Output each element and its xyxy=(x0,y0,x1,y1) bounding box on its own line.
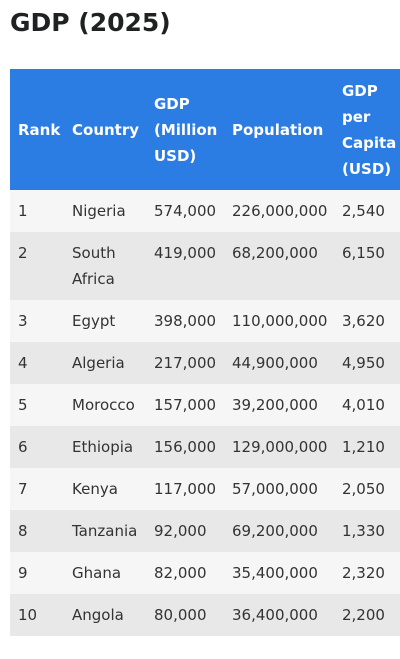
header-row: Rank Country GDP (Million USD) Population GD… xyxy=(10,69,400,190)
table-cell: 157,000 xyxy=(154,396,217,414)
table-row: 1 Nigeria 574,000 226,000,000 2,540 xyxy=(10,190,400,232)
table-cell: 35,400,000 xyxy=(232,564,318,582)
table-cell: 1,330 xyxy=(342,522,385,540)
table-row: 4 Algeria 217,000 44,900,000 4,950 xyxy=(10,342,400,384)
table-cell: 217,000 xyxy=(154,354,217,372)
table-cell: 69,200,000 xyxy=(232,522,318,540)
column-header: Country xyxy=(64,69,146,190)
table-cell: Ghana xyxy=(72,564,122,582)
table-cell: 1 xyxy=(18,202,28,220)
table-cell: 3,620 xyxy=(342,312,385,330)
table-row: 10 Angola 80,000 36,400,000 2,200 xyxy=(10,594,400,636)
table-cell: 2,200 xyxy=(342,606,385,624)
table-cell: 82,000 xyxy=(154,564,207,582)
table-cell: 129,000,000 xyxy=(232,438,328,456)
table-cell: 398,000 xyxy=(154,312,217,330)
table-cell: 6 xyxy=(18,438,28,456)
table-row: 6 Ethiopia 156,000 129,000,000 1,210 xyxy=(10,426,400,468)
table-cell: 68,200,000 xyxy=(232,244,318,262)
table-cell: Ethiopia xyxy=(72,438,134,456)
column-header: GDP (Million USD) xyxy=(146,69,224,190)
table-cell: 3 xyxy=(18,312,28,330)
table-cell: Kenya xyxy=(72,480,118,498)
table-cell: 2,050 xyxy=(342,480,385,498)
table-cell: 39,200,000 xyxy=(232,396,318,414)
table-row: 7 Kenya 117,000 57,000,000 2,050 xyxy=(10,468,400,510)
column-header: GDP per Capita (USD) xyxy=(334,69,400,190)
table-cell: 2 xyxy=(18,244,28,262)
table-cell: Algeria xyxy=(72,354,125,372)
table-cell: 2,540 xyxy=(342,202,385,220)
table-cell: 80,000 xyxy=(154,606,207,624)
table-row: 8 Tanzania 92,000 69,200,000 1,330 xyxy=(10,510,400,552)
table-cell: 6,150 xyxy=(342,244,385,262)
table-row: 3 Egypt 398,000 110,000,000 3,620 xyxy=(10,300,400,342)
table-cell: 419,000 xyxy=(154,244,217,262)
table-cell: 5 xyxy=(18,396,28,414)
table-cell: 110,000,000 xyxy=(232,312,328,330)
table-row: 2 South Africa 419,000 68,200,000 6,150 xyxy=(10,232,400,300)
table-cell: 4,010 xyxy=(342,396,385,414)
table-cell: South Africa xyxy=(72,244,116,288)
table-cell: 226,000,000 xyxy=(232,202,328,220)
table-body: 1 Nigeria 574,000 226,000,000 2,540 2 South Af… xyxy=(10,190,400,636)
table-cell: 4 xyxy=(18,354,28,372)
table-cell: Morocco xyxy=(72,396,135,414)
table-row: 9 Ghana 82,000 35,400,000 2,320 xyxy=(10,552,400,594)
table-cell: 1,210 xyxy=(342,438,385,456)
table-cell: 92,000 xyxy=(154,522,207,540)
table-cell: 10 xyxy=(18,606,38,624)
table-cell: 2,320 xyxy=(342,564,385,582)
table-cell: 57,000,000 xyxy=(232,480,318,498)
table-cell: Egypt xyxy=(72,312,116,330)
table-row: 5 Morocco 157,000 39,200,000 4,010 xyxy=(10,384,400,426)
table-cell: 574,000 xyxy=(154,202,217,220)
table-cell: 44,900,000 xyxy=(232,354,318,372)
table-cell: 156,000 xyxy=(154,438,217,456)
table-cell: Angola xyxy=(72,606,124,624)
table-cell: 36,400,000 xyxy=(232,606,318,624)
gdp-table: Rank Country GDP (Million USD) Population GD… xyxy=(10,69,400,636)
page-title: GDP (2025) xyxy=(10,8,171,37)
table-cell: 4,950 xyxy=(342,354,385,372)
table-cell: Tanzania xyxy=(72,522,138,540)
table-cell: Nigeria xyxy=(72,202,126,220)
table-cell: 117,000 xyxy=(154,480,217,498)
table-cell: 7 xyxy=(18,480,28,498)
table-cell: 8 xyxy=(18,522,28,540)
column-header: Population xyxy=(224,69,334,190)
column-header: Rank xyxy=(10,69,64,190)
table-cell: 9 xyxy=(18,564,28,582)
